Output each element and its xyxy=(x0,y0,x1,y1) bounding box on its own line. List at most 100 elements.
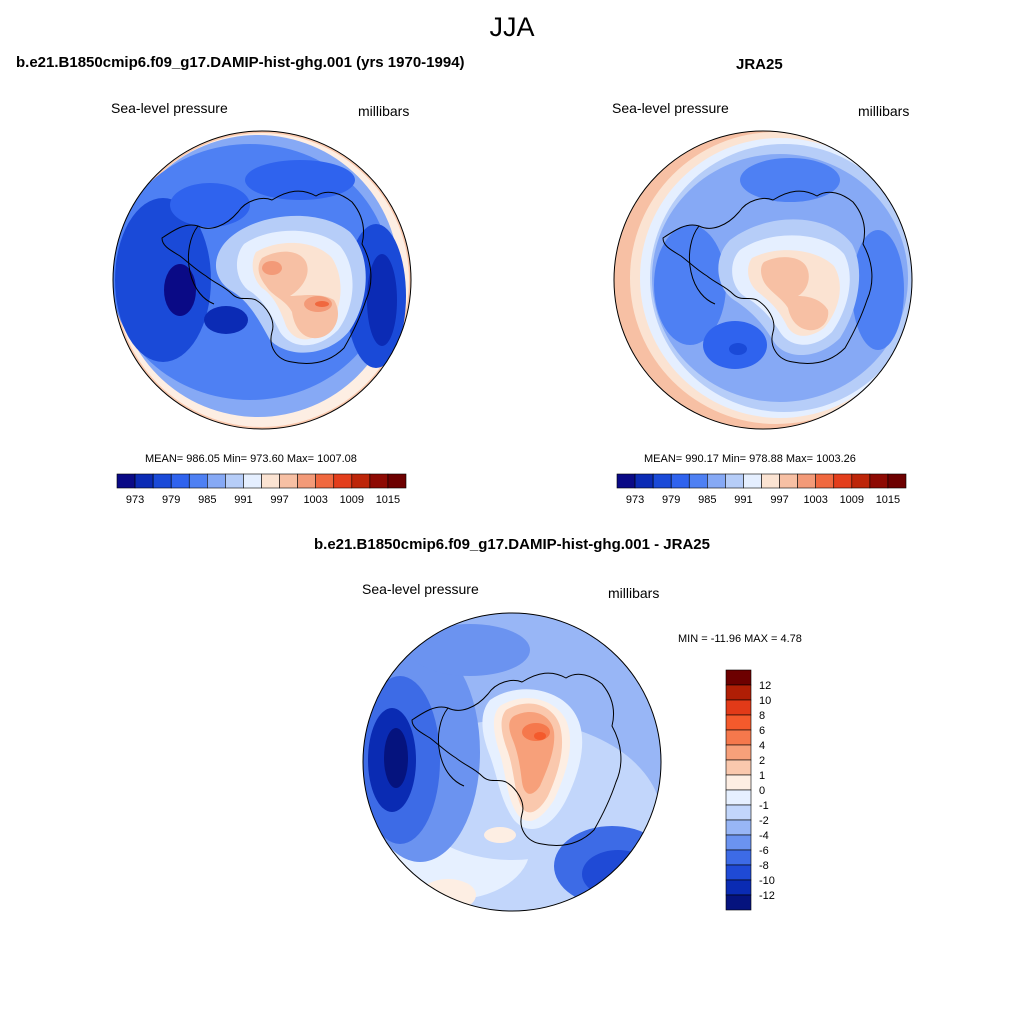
colorbar-3-tick-label: -12 xyxy=(759,890,775,902)
colorbar-2-tick-label: 1009 xyxy=(840,494,864,506)
colorbar-2-tick-label: 973 xyxy=(626,494,644,506)
map-2-border xyxy=(613,130,913,430)
colorbar-3-swatch xyxy=(725,774,752,791)
colorbar-3-swatch xyxy=(725,849,752,866)
figure-title: JJA xyxy=(489,12,535,42)
map-1-border xyxy=(112,130,412,430)
colorbar-1-swatch xyxy=(297,473,316,489)
colorbar-3-tick-label: 8 xyxy=(759,710,765,722)
colorbar-3-tick-label: -10 xyxy=(759,875,775,887)
panel-3-variable-label: Sea-level pressure xyxy=(362,581,479,597)
panel-1-units-label: millibars xyxy=(358,103,410,119)
colorbar-3-tick-label: -1 xyxy=(759,800,769,812)
colorbar-3-swatch xyxy=(725,744,752,761)
colorbar-3-tick-label: 10 xyxy=(759,695,771,707)
colorbar-2-tick-label: 1003 xyxy=(803,494,827,506)
colorbar-2-swatch xyxy=(616,473,636,489)
colorbar-3-swatch xyxy=(725,864,752,881)
colorbar-2-swatch xyxy=(779,473,798,489)
colorbar-1-tick-label: 985 xyxy=(198,494,216,506)
colorbar-3-tick-label: -6 xyxy=(759,845,769,857)
panel-1-variable-label: Sea-level pressure xyxy=(111,100,228,116)
colorbar-2-tick-label: 991 xyxy=(734,494,752,506)
panel-2-units-label: millibars xyxy=(858,103,910,119)
colorbar-3-tick-label: -8 xyxy=(759,860,769,872)
map-2-coastline xyxy=(662,190,873,364)
colorbar-2-swatch xyxy=(887,473,907,489)
colorbar-1-tick-label: 1003 xyxy=(303,494,327,506)
colorbar-2-swatch xyxy=(725,473,744,489)
colorbar-2-tick-label: 997 xyxy=(770,494,788,506)
panel-2-title: JRA25 xyxy=(736,56,783,73)
colorbar-2-swatch xyxy=(869,473,889,489)
colorbar-3-swatch xyxy=(725,759,752,776)
colorbar-3-swatch xyxy=(725,789,752,806)
colorbar-3-tick-label: 12 xyxy=(759,680,771,692)
colorbar-1-tick-label: 979 xyxy=(162,494,180,506)
colorbar-1-tick-label: 997 xyxy=(270,494,288,506)
panel-2-variable-label: Sea-level pressure xyxy=(612,100,729,116)
colorbar-2-tick-label: 979 xyxy=(662,494,680,506)
colorbar-2-swatch xyxy=(815,473,835,489)
map-3-coastline xyxy=(411,672,622,846)
colorbar-3-tick-label: -4 xyxy=(759,830,769,842)
colorbar-1-swatch xyxy=(134,473,154,489)
colorbar-1-swatch xyxy=(261,473,280,489)
colorbar-3-swatch xyxy=(725,879,752,896)
colorbar-2-tick-label: 1015 xyxy=(876,494,900,506)
colorbar-2-swatch xyxy=(797,473,816,489)
panel-1-title: b.e21.B1850cmip6.f09_g17.DAMIP-hist-ghg.… xyxy=(16,54,465,71)
colorbar-2-swatch xyxy=(634,473,654,489)
map-2-field xyxy=(614,131,912,429)
colorbar-3-swatch xyxy=(725,894,752,911)
panel-1-stats: MEAN= 986.05 Min= 973.60 Max= 1007.08 xyxy=(145,453,357,465)
colorbar-2-swatch xyxy=(851,473,871,489)
colorbar-3-tick-label: 4 xyxy=(759,740,765,752)
colorbar-3-swatch xyxy=(725,699,752,716)
colorbar-3-swatch xyxy=(725,834,752,851)
panel-3-stats: MIN = -11.96 MAX = 4.78 xyxy=(678,633,802,645)
panel-3-units-label: millibars xyxy=(608,585,660,601)
map-1-field xyxy=(113,131,411,429)
panel-2-stats: MEAN= 990.17 Min= 978.88 Max= 1003.26 xyxy=(644,453,856,465)
colorbar-3-swatch xyxy=(725,669,752,686)
colorbar-3-swatch xyxy=(725,819,752,836)
colorbar-1-swatch xyxy=(369,473,389,489)
colorbar-1-swatch xyxy=(225,473,244,489)
colorbar-2-swatch xyxy=(688,473,708,489)
colorbar-1-swatch xyxy=(170,473,190,489)
colorbar-1-swatch xyxy=(351,473,371,489)
colorbar-2-swatch xyxy=(761,473,780,489)
colorbar-2-swatch xyxy=(670,473,690,489)
colorbar-1-swatch xyxy=(279,473,298,489)
colorbar-1-tick-label: 1015 xyxy=(376,494,400,506)
colorbar-3-tick-label: 2 xyxy=(759,755,765,767)
colorbar-3-swatch xyxy=(725,684,752,701)
colorbar-2-tick-label: 985 xyxy=(698,494,716,506)
colorbar-1-swatch xyxy=(152,473,172,489)
colorbar-3-swatch xyxy=(725,714,752,731)
map-3-border xyxy=(362,612,662,912)
colorbar-2-swatch xyxy=(652,473,672,489)
colorbar-2-swatch xyxy=(833,473,853,489)
colorbar-3-tick-label: 1 xyxy=(759,770,765,782)
colorbar-1-swatch xyxy=(243,473,262,489)
colorbar-3-swatch xyxy=(725,729,752,746)
colorbar-1-swatch xyxy=(387,473,407,489)
colorbar-1-swatch xyxy=(116,473,136,489)
colorbar-3-swatch xyxy=(725,804,752,821)
colorbar-3-tick-label: 6 xyxy=(759,725,765,737)
colorbar-3-tick-label: 0 xyxy=(759,785,765,797)
colorbar-1-swatch xyxy=(188,473,208,489)
colorbar-2: 973 979 985 991 997 1003 1009 1015 xyxy=(616,473,907,506)
colorbar-2-swatch xyxy=(707,473,726,489)
colorbar-1-swatch xyxy=(207,473,226,489)
colorbar-1-tick-label: 991 xyxy=(234,494,252,506)
map-1-coastline xyxy=(161,190,372,364)
colorbar-1: 973 979 985 991 997 1003 1009 1015 xyxy=(116,473,407,506)
colorbar-1-swatch xyxy=(315,473,335,489)
colorbar-1-tick-label: 973 xyxy=(126,494,144,506)
colorbar-1-tick-label: 1009 xyxy=(340,494,364,506)
